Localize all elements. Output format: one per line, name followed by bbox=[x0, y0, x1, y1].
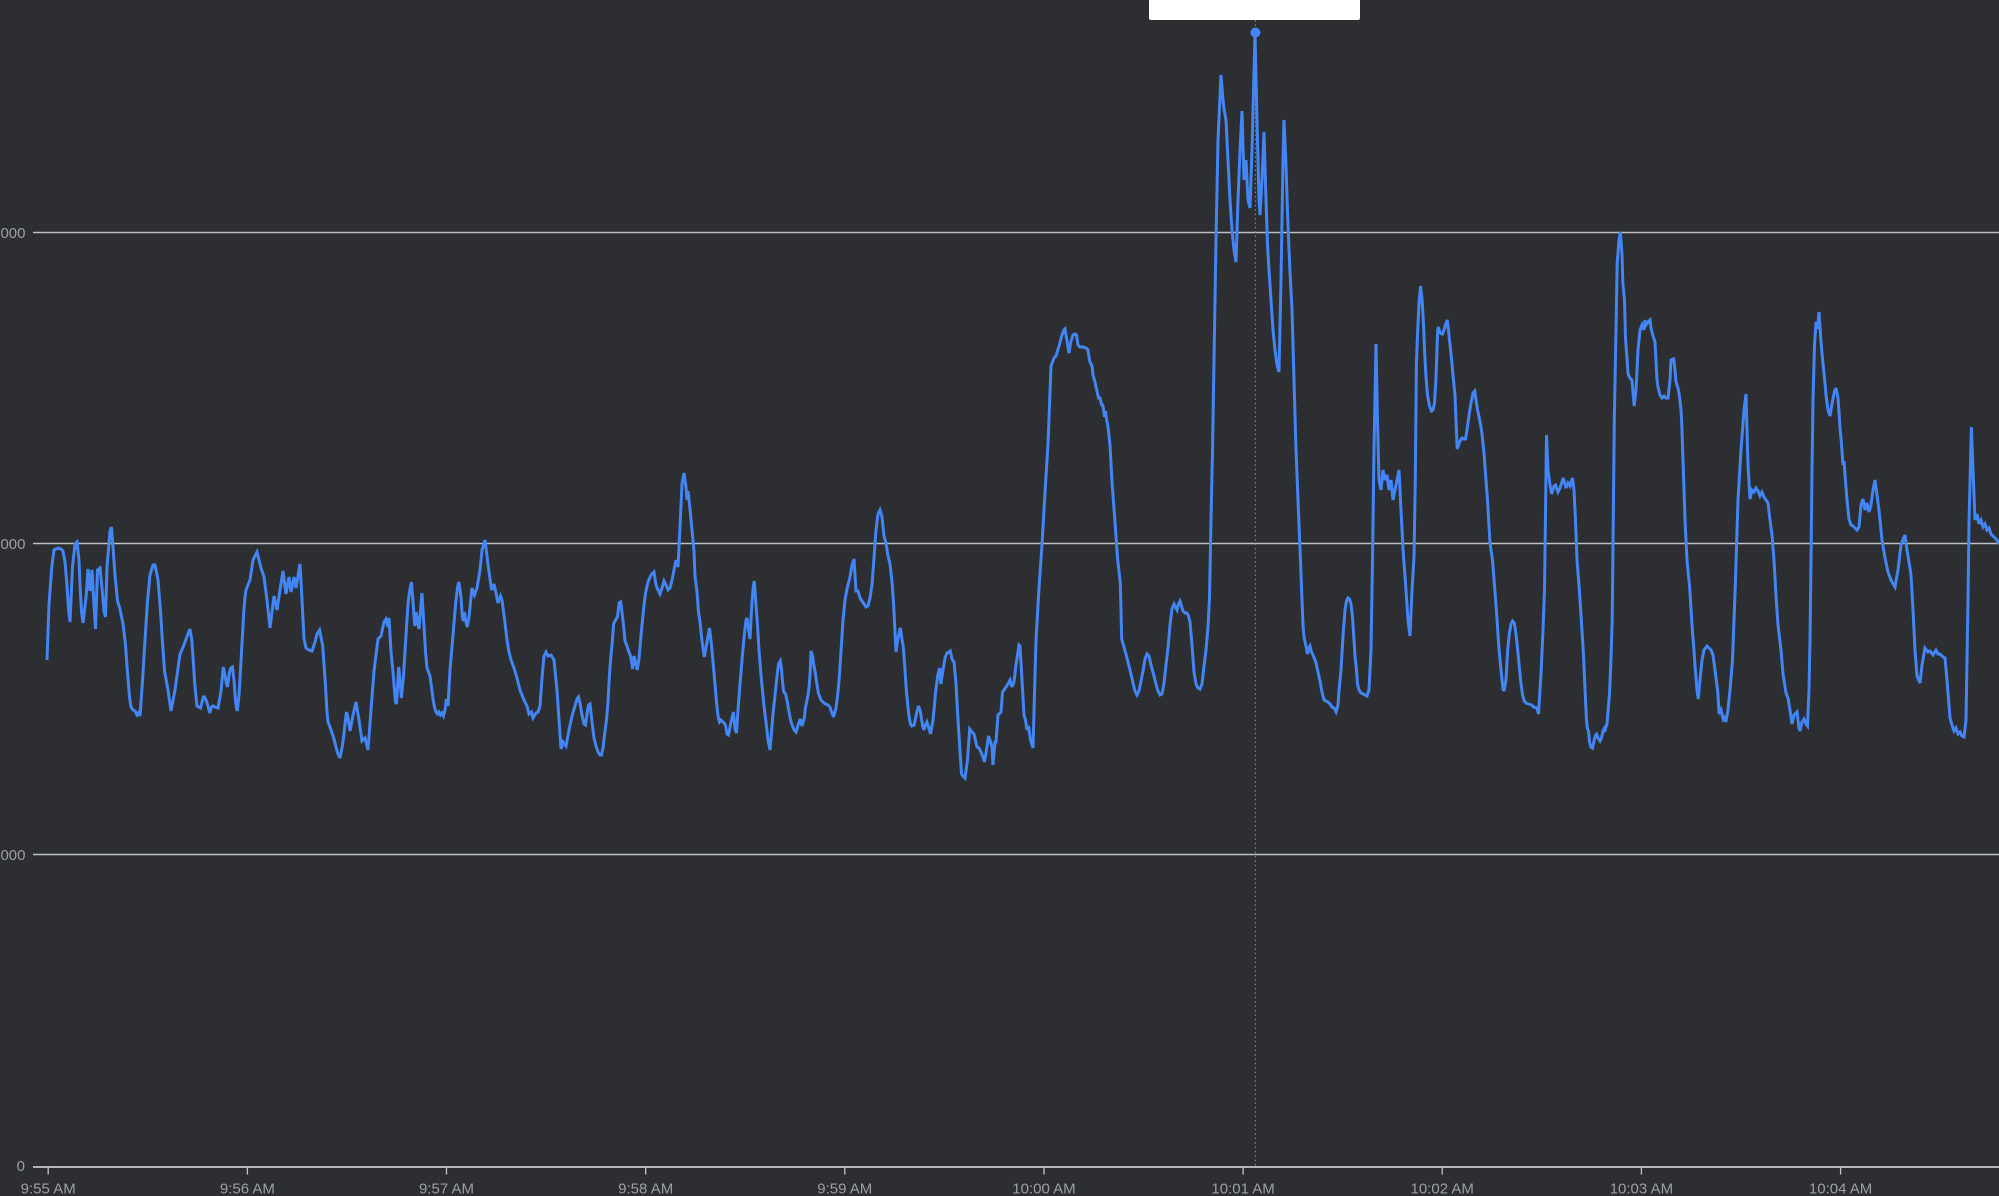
svg-text:9:55 AM: 9:55 AM bbox=[21, 1181, 76, 1196]
svg-text:10:04 AM: 10:04 AM bbox=[1809, 1181, 1872, 1196]
svg-text:10:00 AM: 10:00 AM bbox=[1012, 1181, 1075, 1196]
svg-text:9:59 AM: 9:59 AM bbox=[817, 1181, 872, 1196]
svg-text:9:58 AM: 9:58 AM bbox=[618, 1181, 673, 1196]
svg-text:10:02 AM: 10:02 AM bbox=[1411, 1181, 1474, 1196]
svg-text:10:03 AM: 10:03 AM bbox=[1610, 1181, 1673, 1196]
svg-text:0: 0 bbox=[17, 1158, 25, 1175]
svg-text:000: 000 bbox=[0, 847, 25, 864]
svg-text:000: 000 bbox=[0, 225, 25, 242]
svg-text:000: 000 bbox=[0, 536, 25, 553]
svg-text:10:01 AM: 10:01 AM bbox=[1211, 1181, 1274, 1196]
svg-text:9:57 AM: 9:57 AM bbox=[419, 1181, 474, 1196]
svg-text:9:56 AM: 9:56 AM bbox=[220, 1181, 275, 1196]
